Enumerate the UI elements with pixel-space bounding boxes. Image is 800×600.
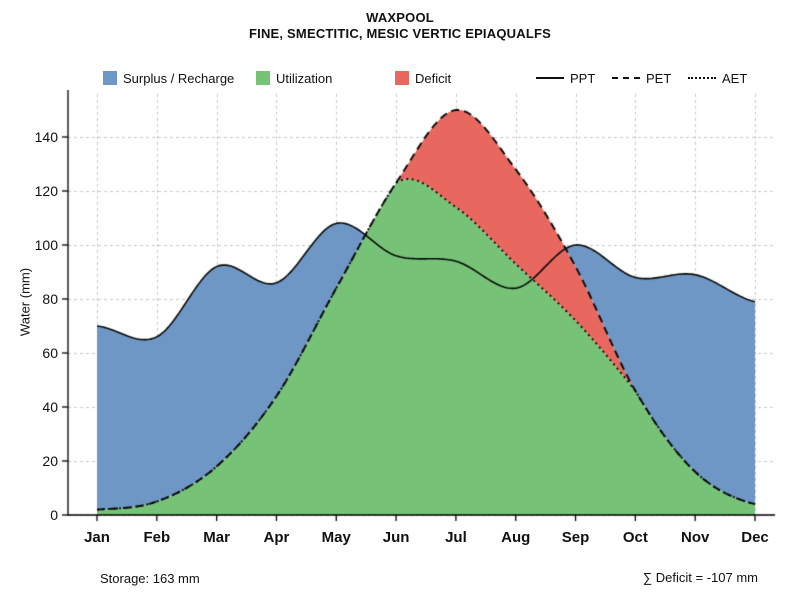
legend-label-utilization: Utilization xyxy=(276,70,333,86)
storage-annotation: Storage: 163 mm xyxy=(100,571,200,586)
chart-subtitle: FINE, SMECTITIC, MESIC VERTIC EPIAQUALFS xyxy=(249,26,551,41)
x-axis-tick-label: Jun xyxy=(382,529,410,546)
y-axis-tick-label: 40 xyxy=(42,399,58,415)
legend-item-pet: PET xyxy=(612,70,671,86)
y-axis-tick-label: 140 xyxy=(34,129,58,145)
legend-item-utilization: Utilization xyxy=(256,70,332,86)
y-axis-tick-label: 0 xyxy=(50,507,58,523)
legend-label-surplus: Surplus / Recharge xyxy=(123,70,235,86)
chart-title: WAXPOOL xyxy=(366,10,434,25)
legend-item-ppt: PPT xyxy=(536,70,595,86)
x-axis-tick-label: Apr xyxy=(263,529,290,546)
legend-label-aet: AET xyxy=(722,70,748,86)
y-axis-tick-label: 120 xyxy=(34,183,58,199)
y-axis-tick-label: 60 xyxy=(42,345,58,361)
deficit-swatch-icon xyxy=(395,71,409,85)
x-axis-tick-label: May xyxy=(321,529,351,546)
legend-item-aet: AET xyxy=(688,70,747,86)
x-axis-tick-label: Oct xyxy=(622,529,648,546)
x-axis-tick-label: Nov xyxy=(681,529,710,546)
x-axis-tick-label: Aug xyxy=(501,529,531,546)
x-axis-tick-label: Jul xyxy=(445,529,467,546)
x-axis-tick-label: Sep xyxy=(561,529,590,546)
legend-item-surplus: Surplus / Recharge xyxy=(103,70,234,86)
y-axis-tick-label: 20 xyxy=(42,453,58,469)
legend-item-deficit: Deficit xyxy=(395,70,451,86)
y-axis-tick-label: 100 xyxy=(34,237,58,253)
utilization-swatch-icon xyxy=(256,71,270,85)
y-axis-tick-label: 80 xyxy=(42,291,58,307)
x-axis-tick-label: Mar xyxy=(203,529,230,546)
solid-line-icon xyxy=(536,77,564,79)
legend-label-pet: PET xyxy=(646,70,672,86)
x-axis-tick-label: Jan xyxy=(84,529,110,546)
deficit-sum-annotation: ∑ Deficit = -107 mm xyxy=(642,570,758,585)
legend-label-ppt: PPT xyxy=(570,70,596,86)
dotted-line-icon xyxy=(688,77,716,79)
legend-label-deficit: Deficit xyxy=(415,70,452,86)
x-axis-tick-label: Feb xyxy=(143,529,171,546)
surplus-swatch-icon xyxy=(103,71,117,85)
dashed-line-icon xyxy=(612,77,640,79)
x-axis-tick-label: Dec xyxy=(741,529,769,546)
